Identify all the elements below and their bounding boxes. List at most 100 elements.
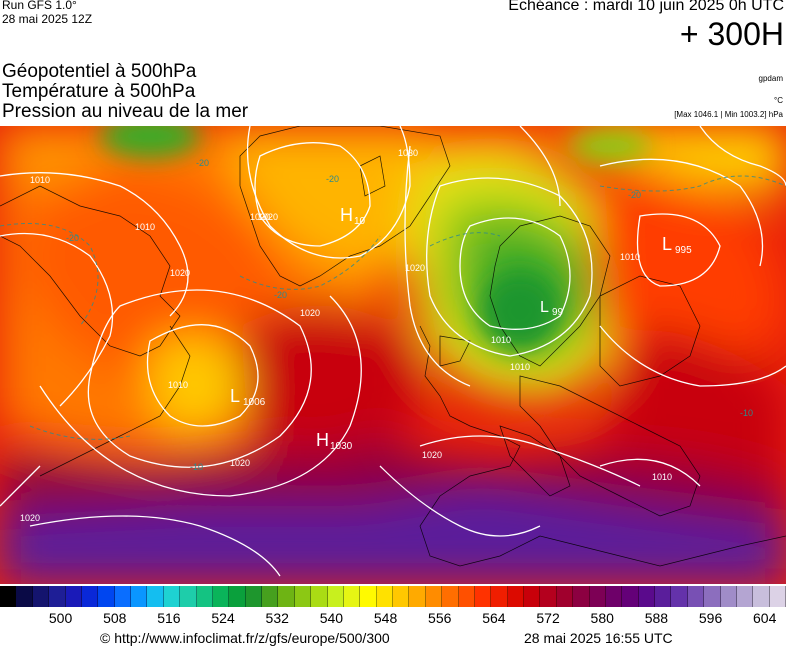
isobar-label: 1020 (422, 450, 442, 460)
isotherm-label: -20 (66, 233, 79, 243)
colorbar-cell (753, 586, 770, 607)
colorbar-cell (622, 586, 639, 607)
unit-celsius: °C (774, 96, 783, 105)
colorbar-cell (311, 586, 328, 607)
colorbar-tick-label: 540 (319, 610, 344, 626)
run-title: Run GFS 1.0° (2, 0, 77, 12)
isotherm-label: -20 (326, 174, 339, 184)
isobar-label: 1030 (398, 148, 418, 158)
colorbar-cell (180, 586, 197, 607)
colorbar-tick-label: 516 (157, 610, 181, 626)
colorbar-cell (245, 586, 262, 607)
colorbar-tick-label: 564 (482, 610, 506, 626)
low-russia-value: 995 (675, 245, 692, 256)
colorbar-cell (327, 586, 344, 607)
colorbar-cell (589, 586, 606, 607)
isotherms (0, 175, 786, 440)
colorbar-cell (196, 586, 213, 607)
colorbar-cell (540, 586, 557, 607)
colorbar-tick-label: 500 (48, 610, 73, 626)
lead-time: + 300H (679, 16, 784, 52)
colorbar-cell (360, 586, 377, 607)
colorbar-tick-label: 556 (428, 610, 452, 626)
colorbar-cell (393, 586, 410, 607)
isotherm-label: -20 (628, 190, 641, 200)
colorbar-cell (442, 586, 459, 607)
colorbar-tick-label: 604 (753, 610, 777, 626)
colorbar-cell (769, 586, 786, 607)
isobar-label: 1020 (250, 212, 270, 222)
high-greenland-label: H (340, 205, 353, 225)
isotherm-label: -10 (190, 462, 203, 472)
isobar-label: 1010 (30, 175, 50, 185)
isobar-label: 1020 (170, 268, 190, 278)
colorbar-tick-label: 596 (698, 610, 723, 626)
colorbar-tick-label: 532 (265, 610, 289, 626)
high-azores-label: H (316, 430, 329, 450)
low-scandinavia-label: L (540, 299, 549, 316)
colorbar-cell (458, 586, 475, 607)
colorbar-cell (409, 586, 426, 607)
colorbar-cell (0, 586, 17, 607)
isobar-label: 1020 (405, 263, 425, 273)
isobar-label: 1020 (230, 458, 250, 468)
colorbar-cell (474, 586, 492, 607)
pressure-range: [Max 1046.1 | Min 1003.2] hPa (674, 110, 783, 119)
isobar-label: 1010 (510, 362, 530, 372)
colorbar-cell (491, 586, 508, 607)
title-temperature: Température à 500hPa (2, 81, 196, 102)
high-greenland-value: 10 (354, 216, 366, 227)
colorbar-cell (638, 586, 655, 607)
isobar-labels: 1010 1010 1020 1020 1030 1020 1020 1020 … (20, 148, 672, 523)
colorbar-cell (65, 586, 82, 607)
valid-time: Echéance : mardi 10 juin 2025 0h UTC (508, 0, 784, 14)
colorbar-cell (687, 586, 705, 607)
colorbar-cell (49, 586, 66, 607)
colorbar-cell (81, 586, 99, 607)
title-geopotential: Géopotentiel à 500hPa (2, 61, 197, 82)
geopotential-field (0, 126, 786, 584)
colorbar-cell (32, 586, 50, 607)
colorbar-tick-label: 508 (103, 610, 127, 626)
colorbar-cell (556, 586, 574, 607)
run-date: 28 mai 2025 12Z (2, 12, 93, 26)
colorbar-cell (229, 586, 246, 607)
colorbar-cell (720, 586, 737, 607)
isobar-label: 1010 (620, 252, 640, 262)
colorbar-cell (671, 586, 688, 607)
footer-url: © http://www.infoclimat.fr/z/gfs/europe/… (100, 630, 390, 646)
colorbar-cell (736, 586, 754, 607)
colorbar-cell (524, 586, 541, 607)
colorbar-tick-label: 572 (536, 610, 560, 626)
colorbar-cell (98, 586, 115, 607)
colorbar-cell (507, 586, 524, 607)
colorbar-cell (131, 586, 148, 607)
low-atlantic-value: 1006 (243, 397, 266, 408)
low-russia-label: L (662, 234, 672, 254)
isobar-label: 1010 (168, 380, 188, 390)
colorbar-cell (655, 586, 672, 607)
colorbar-tick-label: 524 (211, 610, 235, 626)
isobar-label: 1010 (491, 335, 511, 345)
isobar-label: 1010 (135, 222, 155, 232)
colorbar-cell (605, 586, 623, 607)
colorbar-cell (343, 586, 361, 607)
colorbar-tick-label: 548 (373, 610, 398, 626)
colorbar-cell (294, 586, 312, 607)
isobar-label: 1020 (258, 212, 278, 222)
colorbar-cell (147, 586, 164, 607)
colorbar-tick-label: 588 (644, 610, 669, 626)
colorbar-cell (573, 586, 590, 607)
low-atlantic-label: L (230, 386, 240, 406)
colorbar-cell (163, 586, 181, 607)
isobar-label: 1010 (652, 472, 672, 482)
colorbar-tick-label: 580 (590, 610, 614, 626)
isobar-label: 1020 (300, 308, 320, 318)
unit-gpdam: gpdam (758, 74, 783, 83)
colorbar-cell (212, 586, 230, 607)
pressure-centers: H 10 L 1006 H 1030 L 995 L 99 (230, 205, 692, 452)
colorbar-cell (376, 586, 393, 607)
isotherm-label: -20 (274, 290, 287, 300)
colorbar-cell (278, 586, 295, 607)
colorbar-cell (425, 586, 443, 607)
